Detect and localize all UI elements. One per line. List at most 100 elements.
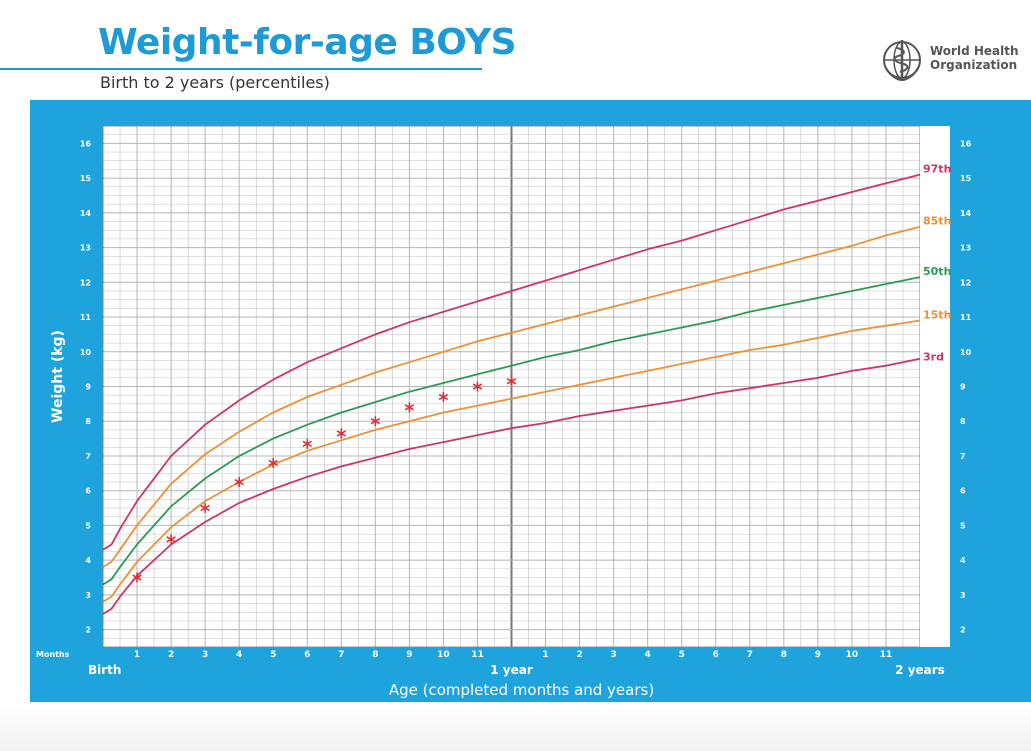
axis-labels: Months Birth 1 2 3 4 5 6 7 8 9 10 11 1 year 1 2 3 4 5 6 7 8 9 1… (36, 330, 945, 699)
x-tick-label: 2 (576, 650, 582, 660)
series-label-85th: 85th (923, 215, 951, 228)
chart-subtitle: Birth to 2 years (percentiles) (100, 73, 330, 92)
grid-lines (102, 125, 921, 648)
x-tick-label: 4 (236, 650, 242, 660)
x-tick-label: 9 (815, 650, 821, 660)
x-tick-label: Birth (88, 663, 121, 677)
y-tick-label-right: 6 (960, 487, 966, 496)
marker-stroke (302, 440, 312, 448)
x-tick-label: 7 (747, 650, 753, 660)
y-tick-label-left: 9 (85, 383, 91, 392)
title-underline (0, 68, 482, 70)
x-tick-label: 1 (134, 650, 140, 660)
y-tick-label-left: 10 (80, 348, 92, 357)
percentile-line-97th (102, 173, 921, 551)
y-tick-label-left: 14 (80, 209, 92, 218)
y-tick-label-right: 16 (960, 139, 972, 148)
x-tick-label: 5 (679, 650, 685, 660)
y-tick-label-right: 10 (960, 348, 972, 357)
x-tick-label: 8 (372, 650, 378, 660)
percentile-line-50th (102, 276, 921, 586)
y-tick-label-right: 8 (960, 417, 966, 426)
x-unit-label: Months (36, 650, 70, 659)
percentile-line-15th (102, 319, 921, 603)
series-label-50th: 50th (923, 265, 951, 278)
y-tick-label-right: 9 (960, 383, 966, 392)
measurement-marker (268, 457, 278, 468)
measurement-marker (370, 416, 381, 427)
marker-stroke (268, 459, 278, 467)
x-tick-label: 6 (304, 650, 310, 660)
x-tick-label: 10 (846, 650, 859, 660)
measurement-marker (166, 534, 176, 545)
series-label-97th: 97th (923, 163, 951, 176)
measurement-markers (132, 376, 517, 583)
y-axis-title: Weight (kg) (50, 330, 66, 423)
percentile-line-85th (102, 225, 921, 568)
y-tick-label-left: 4 (85, 556, 91, 565)
who-logo: World Health Organization (880, 38, 1030, 82)
who-name-line1: World Health (930, 44, 1019, 58)
measurement-marker (132, 572, 142, 583)
marker-stroke (234, 478, 244, 486)
series-label-15th: 15th (923, 309, 951, 322)
measurement-marker (438, 391, 449, 402)
x-tick-label: 2 (168, 650, 174, 660)
who-emblem-icon (883, 40, 921, 81)
chart-title: Weight-for-age BOYS (98, 22, 517, 63)
marker-stroke (472, 383, 483, 390)
y-tick-label-right: 3 (960, 591, 966, 600)
marker-stroke (506, 378, 517, 385)
marker-stroke (166, 536, 176, 543)
x-tick-label: 9 (406, 650, 412, 660)
y-tick-label-left: 12 (80, 278, 91, 287)
measurement-marker (506, 376, 517, 387)
y-tick-label-left: 16 (80, 139, 92, 148)
x-tick-label: 11 (471, 650, 484, 660)
x-tick-label: 5 (270, 650, 276, 660)
y-tick-label-right: 7 (960, 452, 966, 461)
x-tick-label: 11 (880, 650, 893, 660)
y-tick-label-left: 8 (85, 417, 91, 426)
marker-stroke (370, 418, 381, 425)
y-tick-label-right: 12 (960, 278, 971, 287)
x-tick-label: 2 years (895, 663, 945, 677)
x-tick-label: 3 (610, 650, 616, 660)
page-footer-shadow (0, 702, 1031, 751)
y-tick-label-right: 2 (960, 626, 966, 635)
who-name-line2: Organization (930, 58, 1018, 72)
y-tick-label-left: 7 (85, 452, 91, 461)
y-tick-label-left: 5 (85, 521, 91, 530)
series-label-3rd: 3rd (923, 351, 944, 364)
y-tick-label-right: 13 (960, 244, 971, 253)
x-tick-label: 4 (645, 650, 651, 660)
x-tick-label: 3 (202, 650, 208, 660)
right-label-strip (920, 126, 950, 647)
measurement-marker (234, 477, 244, 488)
x-tick-label: 7 (338, 650, 344, 660)
measurement-marker (200, 503, 210, 514)
y-tick-label-left: 15 (80, 174, 92, 183)
marker-stroke (336, 430, 347, 437)
y-tick-label-right: 4 (960, 556, 966, 565)
x-axis-title: Age (completed months and years) (389, 681, 654, 699)
percentile-curves: 97th 85th 50th 15th 3rd (102, 163, 951, 615)
y-tick-label-right: 15 (960, 174, 972, 183)
x-tick-label: 1 year (490, 663, 533, 677)
who-name: World Health Organization (930, 44, 1031, 72)
measurement-marker (472, 381, 483, 392)
marker-stroke (438, 393, 449, 401)
x-tick-label: 6 (713, 650, 719, 660)
y-tick-label-right: 11 (960, 313, 972, 322)
y-tick-label-left: 2 (85, 626, 91, 635)
measurement-marker (336, 428, 347, 439)
y-tick-label-right: 5 (960, 521, 966, 530)
y-tick-label-left: 13 (80, 244, 91, 253)
measurement-marker (404, 402, 415, 413)
marker-stroke (200, 504, 210, 512)
y-tick-label-left: 6 (85, 487, 91, 496)
y-tick-label-left: 3 (85, 591, 91, 600)
y-tick-label-left: 11 (80, 313, 92, 322)
marker-stroke (132, 574, 142, 581)
